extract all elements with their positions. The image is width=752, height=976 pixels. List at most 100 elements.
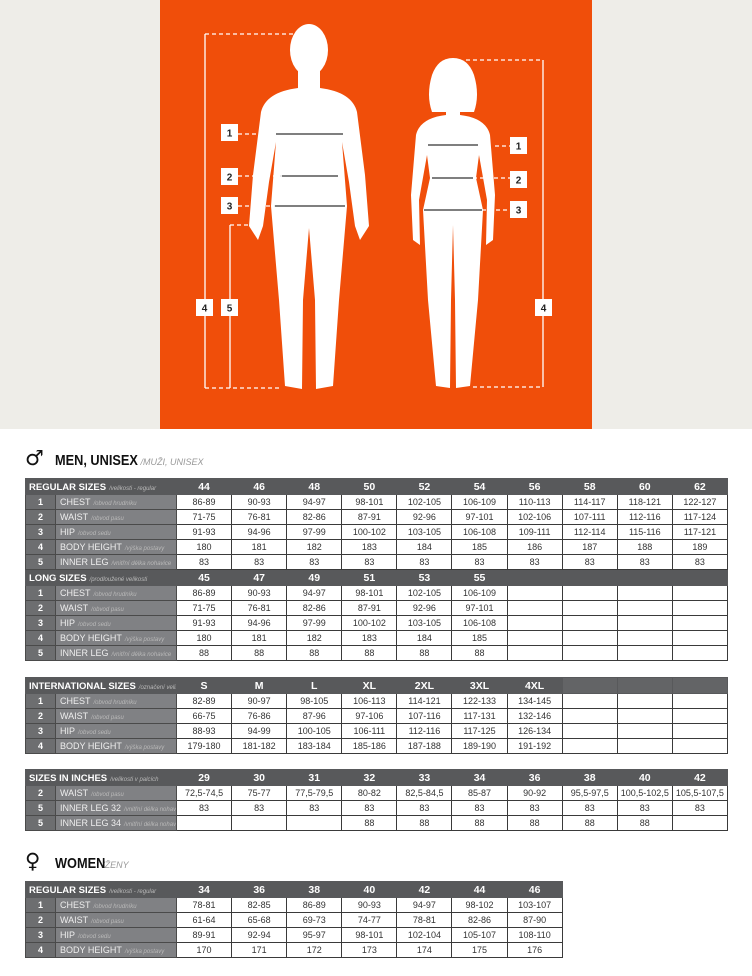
value-cell: 94-99 xyxy=(231,723,288,739)
value-cell xyxy=(671,738,728,754)
value-cell: 182 xyxy=(286,630,343,646)
measurement-name: HIP xyxy=(60,527,76,537)
value-cell: 82-86 xyxy=(286,509,343,525)
value-cell: 100-105 xyxy=(286,723,343,739)
value-cell: 187 xyxy=(561,539,618,555)
table-title-cell: INTERNATIONAL SIZES/označení velikostí xyxy=(25,677,177,694)
value-cell: 61-64 xyxy=(176,912,233,928)
table-row: 2 WAIST/obvod pasu 71-75 76-81 82-86 87-91 92-… xyxy=(25,509,728,525)
table-title: LONG SIZES xyxy=(29,572,87,584)
measurement-note: /vnitřní délka nohavice 32 xyxy=(124,807,177,813)
measurement-name: CHEST xyxy=(60,497,91,507)
value-cell: 100-102 xyxy=(341,524,398,540)
size-header xyxy=(561,569,618,586)
value-cell: 105-107 xyxy=(451,927,508,943)
size-header: L xyxy=(286,677,343,694)
size-header: 29 xyxy=(176,769,233,786)
size-header: 55 xyxy=(451,569,508,586)
measurement-label: 1 xyxy=(516,142,522,153)
dimension-lines xyxy=(204,33,544,389)
value-cell xyxy=(506,630,563,646)
measurement-label: 1 xyxy=(227,129,233,140)
value-cell: 82-85 xyxy=(231,897,288,913)
value-cell xyxy=(616,723,673,739)
value-cell: 98-101 xyxy=(341,585,398,601)
size-header xyxy=(671,569,728,586)
value-cell xyxy=(561,615,618,631)
value-cell: 117-125 xyxy=(451,723,508,739)
size-header xyxy=(561,677,618,694)
female-symbol-icon: ♀ xyxy=(25,849,41,873)
value-cell: 83 xyxy=(506,800,563,816)
measurement-name: HIP xyxy=(60,930,76,940)
value-cell xyxy=(561,585,618,601)
value-cell: 72,5-74,5 xyxy=(176,785,233,801)
table-row: 2 WAIST/obvod pasu 72,5-74,5 75-77 77,5-79,5… xyxy=(25,785,728,801)
measurement-label-box xyxy=(221,197,238,214)
value-cell: 88 xyxy=(341,815,398,831)
men-section-heading: ♂ MEN, UNISEX /MUŽI, UNISEX xyxy=(25,446,204,470)
measurement-number: 2 xyxy=(25,600,56,616)
value-cell: 77,5-79,5 xyxy=(286,785,343,801)
value-cell xyxy=(561,630,618,646)
measurement-label-cell: HIP/obvod sedu xyxy=(54,927,178,943)
value-cell: 183-184 xyxy=(286,738,343,754)
value-cell: 108-110 xyxy=(506,927,563,943)
value-cell: 122-133 xyxy=(451,693,508,709)
measurement-name: WAIST xyxy=(60,788,89,798)
size-header-row: REGULAR SIZES/velikosti - regular 34 36 38 4… xyxy=(24,881,563,898)
size-header: 49 xyxy=(286,569,343,586)
measurement-figure: 1 2 3 4 5 1 2 3 4 xyxy=(160,0,592,429)
measurement-number: 5 xyxy=(25,800,56,816)
size-header: 40 xyxy=(341,881,398,898)
male-symbol-icon: ♂ xyxy=(25,446,44,470)
value-cell: 180 xyxy=(176,630,233,646)
size-header: 34 xyxy=(176,881,233,898)
size-table: REGULAR SIZES/velikosti - regular 44 46 48 5… xyxy=(24,478,728,661)
table-title-note: /prodloužené velikosti xyxy=(89,576,148,583)
value-cell: 92-96 xyxy=(396,600,453,616)
value-cell: 100-102 xyxy=(341,615,398,631)
size-header: 36 xyxy=(231,881,288,898)
measurement-name: INNER LEG 32 xyxy=(60,803,122,813)
table-row: 5 INNER LEG/vnitřní délka nohavice 83 83 83 8… xyxy=(25,554,728,570)
value-cell: 184 xyxy=(396,539,453,555)
measurement-name: INNER LEG 34 xyxy=(60,818,122,828)
measurement-note: /obvod sedu xyxy=(78,531,111,537)
value-cell: 106-109 xyxy=(451,585,508,601)
value-cell: 189-190 xyxy=(451,738,508,754)
value-cell: 83 xyxy=(286,554,343,570)
measurement-note: /obvod sedu xyxy=(78,622,111,628)
measurement-name: CHEST xyxy=(60,900,91,910)
women-title: WOMEN xyxy=(55,855,106,872)
measurement-name: BODY HEIGHT xyxy=(60,945,122,955)
table-row: 3 HIP/obvod sedu 89-91 92-94 95-97 98-101 102-… xyxy=(25,927,563,943)
measurement-name: HIP xyxy=(60,618,76,628)
value-cell xyxy=(671,723,728,739)
table-row: 3 HIP/obvod sedu 91-93 94-96 97-99 100-102 103… xyxy=(25,615,728,631)
value-cell: 172 xyxy=(286,942,343,958)
size-header: 42 xyxy=(671,769,728,786)
value-cell: 126-134 xyxy=(506,723,563,739)
measurement-note: /výška postavy xyxy=(124,546,165,552)
value-cell xyxy=(671,708,728,724)
value-cell: 181-182 xyxy=(231,738,288,754)
measurement-label-cell: WAIST/obvod pasu xyxy=(54,600,178,616)
table-row: 1 CHEST/obvod hrudníku 78-81 82-85 86-89 90-9… xyxy=(25,897,563,913)
measurement-label-box xyxy=(510,137,527,154)
value-cell: 82-86 xyxy=(451,912,508,928)
value-cell: 88 xyxy=(286,645,343,661)
value-cell xyxy=(561,708,618,724)
value-cell: 87-91 xyxy=(341,600,398,616)
measurement-number: 3 xyxy=(25,927,56,943)
men-title: MEN, UNISEX xyxy=(55,452,138,469)
measurement-number: 5 xyxy=(25,645,56,661)
table-row: 5 INNER LEG/vnitřní délka nohavice 88 88 88 8… xyxy=(25,645,728,661)
value-cell: 91-93 xyxy=(176,524,233,540)
value-cell: 86-89 xyxy=(286,897,343,913)
value-cell: 89-91 xyxy=(176,927,233,943)
value-cell: 88 xyxy=(396,645,453,661)
value-cell: 71-75 xyxy=(176,600,233,616)
measurement-label-box xyxy=(196,299,213,316)
value-cell: 87-90 xyxy=(506,912,563,928)
